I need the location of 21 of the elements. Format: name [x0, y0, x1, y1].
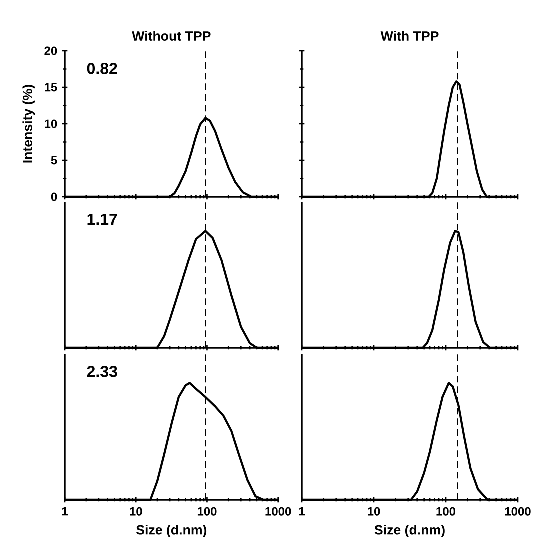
y-tick-label: 0 [52, 192, 58, 202]
y-tick-label: 5 [51, 156, 58, 165]
x-tick-label: 1000 [266, 507, 292, 516]
x-tick-label: 10 [368, 507, 380, 516]
x-tick-label: 1000 [506, 507, 531, 516]
x-tick-label: 100 [436, 507, 456, 516]
x-tick-label: 1 [300, 507, 306, 516]
y-tick-label: 15 [45, 83, 58, 92]
chart-title: Without TPP [132, 31, 211, 41]
x-tick-label: 1 [62, 507, 68, 516]
y-tick-label: 10 [45, 120, 58, 128]
text: 1.17 [88, 214, 118, 226]
x-axis-title: Size (d.nm) [136, 525, 207, 538]
text: 2.33 [87, 366, 118, 378]
y-tick-label: 20 [44, 46, 58, 56]
x-tick-label: 10 [130, 507, 142, 516]
x-axis-title: Size (d.nm) [374, 525, 445, 538]
y-axis-title: Intensity (%) [22, 85, 36, 163]
x-tick-label: 100 [198, 507, 217, 516]
chart-title: With TPP [380, 31, 439, 41]
annotation: 0.82 [88, 63, 118, 74]
